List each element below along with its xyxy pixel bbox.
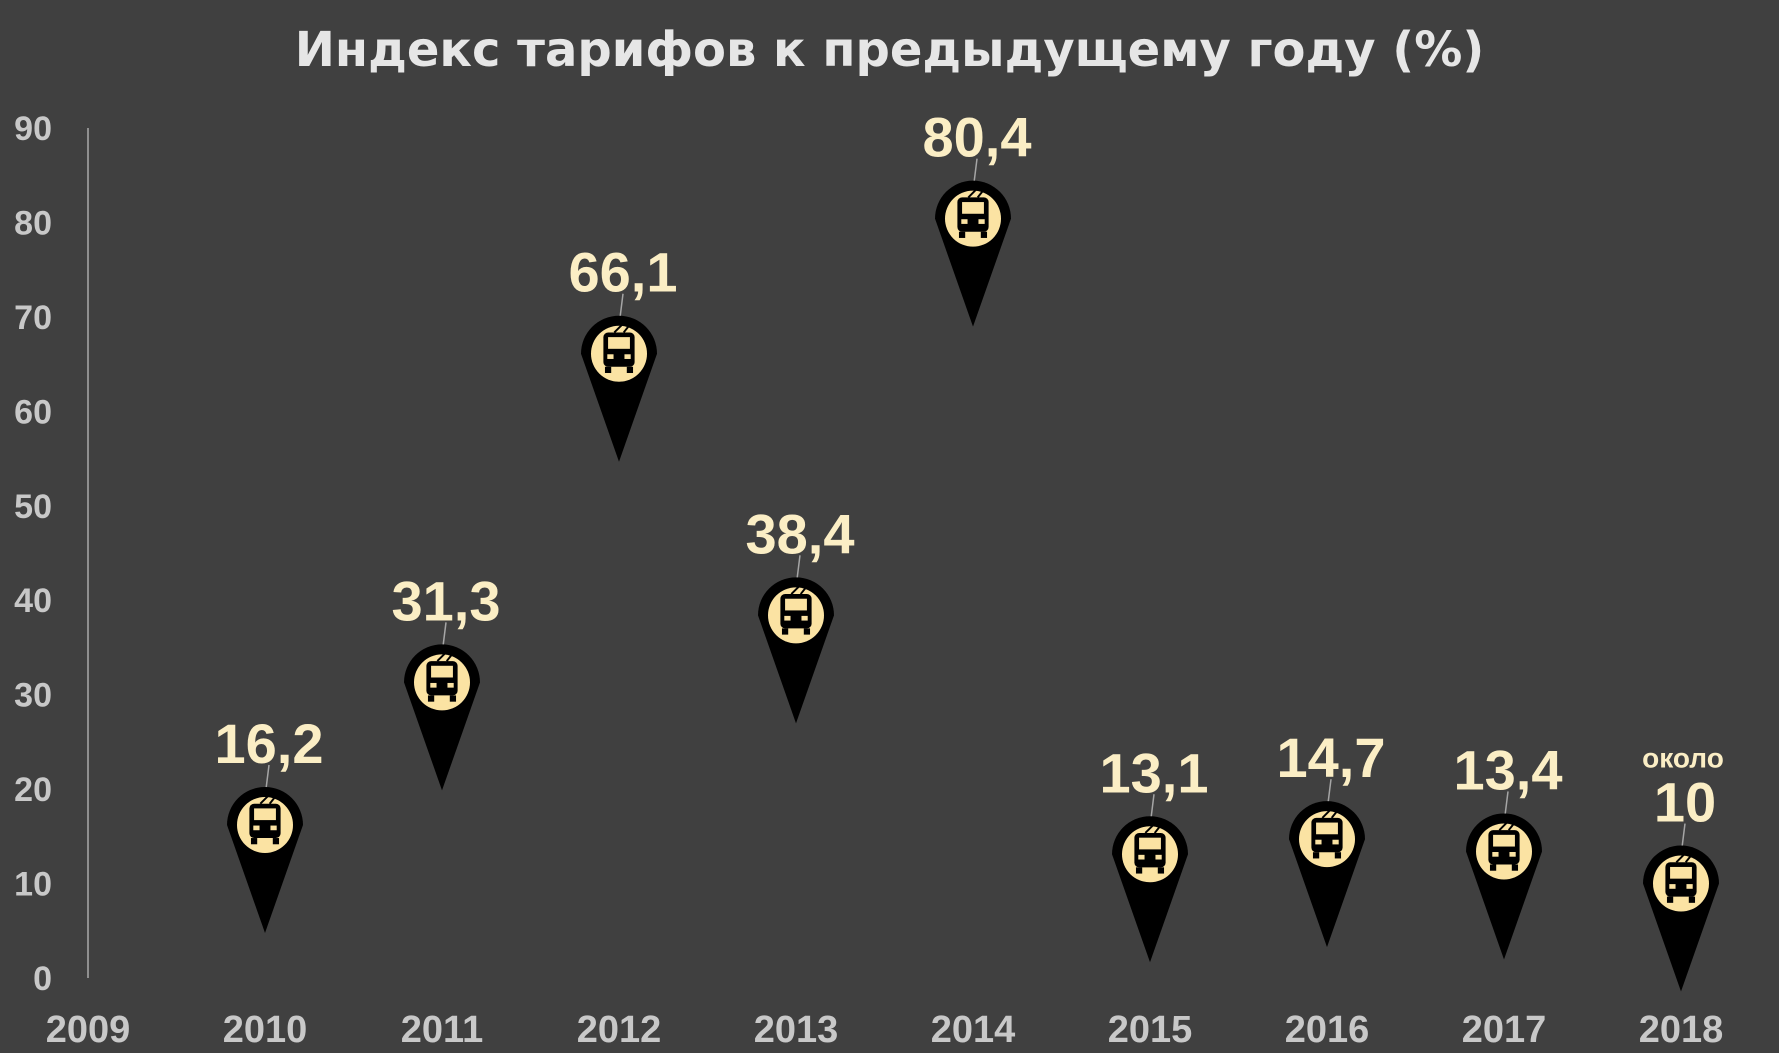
data-label: 13,4 — [1454, 738, 1563, 801]
y-tick-label: 30 — [14, 677, 52, 715]
data-point-2014: 80,4 — [923, 106, 1032, 327]
y-tick-label: 60 — [14, 393, 52, 431]
x-tick-label: 2012 — [577, 1009, 662, 1051]
x-tick-label: 2016 — [1285, 1009, 1370, 1051]
y-tick-label: 40 — [14, 582, 52, 620]
data-point-2013: 38,4 — [746, 502, 855, 724]
data-point-2011: 31,3 — [392, 569, 501, 791]
x-tick-label: 2010 — [223, 1009, 308, 1051]
y-tick-label: 10 — [14, 866, 52, 904]
data-label: 14,7 — [1277, 726, 1386, 789]
y-tick-label: 20 — [14, 771, 52, 809]
y-tick-label: 0 — [33, 960, 52, 998]
data-label: 16,2 — [215, 712, 324, 775]
data-point-2012: 66,1 — [569, 241, 678, 462]
x-tick-label: 2018 — [1639, 1009, 1724, 1051]
x-tick-label: 2013 — [754, 1009, 839, 1051]
data-point-2016: 14,7 — [1277, 726, 1386, 948]
y-tick-label: 90 — [14, 110, 52, 148]
y-tick-label: 50 — [14, 488, 52, 526]
data-label: 31,3 — [392, 569, 501, 632]
chart-title: Индекс тарифов к предыдущему году (%) — [294, 22, 1485, 78]
data-label-note: около — [1642, 743, 1724, 774]
x-tick-label: 2011 — [401, 1009, 483, 1051]
x-tick-label: 2015 — [1108, 1009, 1193, 1051]
data-label: 80,4 — [923, 106, 1032, 169]
data-point-2017: 13,4 — [1454, 738, 1563, 960]
data-label: 38,4 — [746, 502, 855, 565]
data-label: 66,1 — [569, 241, 678, 304]
x-axis-ticks: 2009 2010 2011 2012 2013 2014 2015 2016 2017 2018 — [46, 1009, 1724, 1051]
y-tick-label: 80 — [14, 204, 52, 242]
x-tick-label: 2009 — [46, 1009, 131, 1051]
data-point-2010: 16,2 — [215, 712, 324, 933]
y-tick-label: 70 — [14, 299, 52, 337]
x-tick-label: 2017 — [1462, 1009, 1547, 1051]
x-tick-label: 2014 — [931, 1009, 1016, 1051]
data-point-2015: 13,1 — [1100, 741, 1209, 963]
y-axis-ticks: 0 10 20 30 40 50 60 70 80 90 — [14, 110, 52, 998]
data-label: 13,1 — [1100, 741, 1209, 804]
data-label: 10 — [1654, 771, 1716, 834]
